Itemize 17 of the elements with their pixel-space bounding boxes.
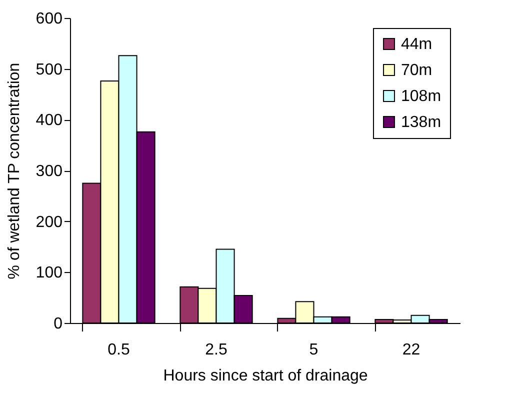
y-tick-label: 600 <box>36 10 63 28</box>
x-axis-title: Hours since start of drainage <box>163 368 368 384</box>
y-tick-label: 500 <box>36 61 63 78</box>
legend-label: 138m <box>401 114 442 131</box>
x-tick-label: 22 <box>402 342 420 358</box>
x-tick-label: 2.5 <box>205 342 228 358</box>
legend-label: 44m <box>401 36 432 53</box>
y-tick-label: 200 <box>36 214 63 231</box>
y-tick-label: 300 <box>36 163 63 180</box>
y-axis-title: % of wetland TP concentration <box>6 62 23 280</box>
x-tick-label: 0.5 <box>108 342 130 358</box>
y-tick-label: 400 <box>36 112 63 130</box>
x-tick-label: 5 <box>309 342 318 358</box>
legend-label: 108m <box>401 88 442 105</box>
legend-label: 70m <box>401 62 432 79</box>
y-tick-label: 100 <box>36 264 63 282</box>
y-tick-label: 0 <box>54 316 63 332</box>
